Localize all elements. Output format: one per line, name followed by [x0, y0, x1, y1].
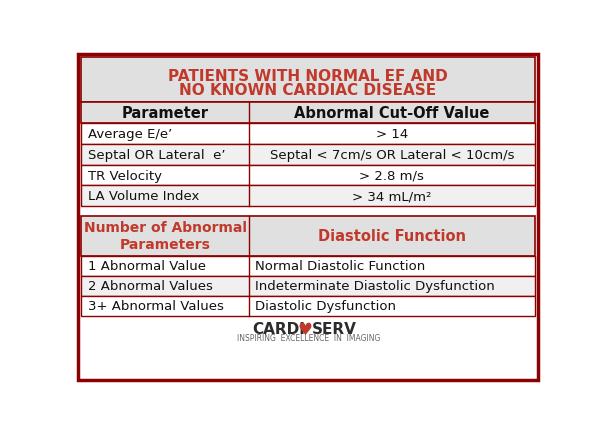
Text: Abnormal Cut-Off Value: Abnormal Cut-Off Value — [294, 106, 490, 120]
FancyBboxPatch shape — [81, 296, 535, 316]
Text: CARDI: CARDI — [252, 322, 305, 336]
Text: 1 Abnormal Value: 1 Abnormal Value — [88, 259, 206, 273]
Text: Septal OR Lateral  e’: Septal OR Lateral e’ — [88, 148, 225, 161]
FancyBboxPatch shape — [81, 276, 535, 296]
Text: Parameter: Parameter — [121, 106, 209, 120]
Text: INSPIRING  EXCELLENCE  IN  IMAGING: INSPIRING EXCELLENCE IN IMAGING — [237, 334, 380, 343]
Text: Diastolic Function: Diastolic Function — [318, 228, 466, 243]
FancyBboxPatch shape — [81, 165, 535, 186]
FancyBboxPatch shape — [81, 102, 535, 124]
FancyBboxPatch shape — [81, 186, 535, 207]
Text: Indeterminate Diastolic Dysfunction: Indeterminate Diastolic Dysfunction — [255, 280, 495, 292]
FancyBboxPatch shape — [81, 144, 535, 165]
Text: > 14: > 14 — [376, 128, 408, 141]
Text: 3+ Abnormal Values: 3+ Abnormal Values — [88, 299, 224, 312]
FancyBboxPatch shape — [81, 256, 535, 276]
Text: LA Volume Index: LA Volume Index — [88, 190, 199, 203]
FancyBboxPatch shape — [81, 58, 535, 102]
FancyBboxPatch shape — [78, 55, 538, 380]
Text: Average E/e’: Average E/e’ — [88, 128, 172, 141]
Text: ♥: ♥ — [298, 320, 313, 338]
Text: Septal < 7cm/s OR Lateral < 10cm/s: Septal < 7cm/s OR Lateral < 10cm/s — [270, 148, 514, 161]
Text: > 2.8 m/s: > 2.8 m/s — [359, 169, 424, 182]
Text: Number of Abnormal
Parameters: Number of Abnormal Parameters — [84, 221, 246, 251]
Text: PATIENTS WITH NORMAL EF AND: PATIENTS WITH NORMAL EF AND — [168, 69, 448, 84]
Text: 2 Abnormal Values: 2 Abnormal Values — [88, 280, 212, 292]
Text: SERV: SERV — [311, 322, 356, 336]
Text: > 34 mL/m²: > 34 mL/m² — [352, 190, 432, 203]
Text: Normal Diastolic Function: Normal Diastolic Function — [255, 259, 426, 273]
Text: NO KNOWN CARDIAC DISEASE: NO KNOWN CARDIAC DISEASE — [180, 83, 436, 98]
FancyBboxPatch shape — [81, 216, 535, 256]
Text: Diastolic Dysfunction: Diastolic Dysfunction — [255, 299, 396, 312]
Text: TR Velocity: TR Velocity — [88, 169, 162, 182]
FancyBboxPatch shape — [81, 124, 535, 144]
